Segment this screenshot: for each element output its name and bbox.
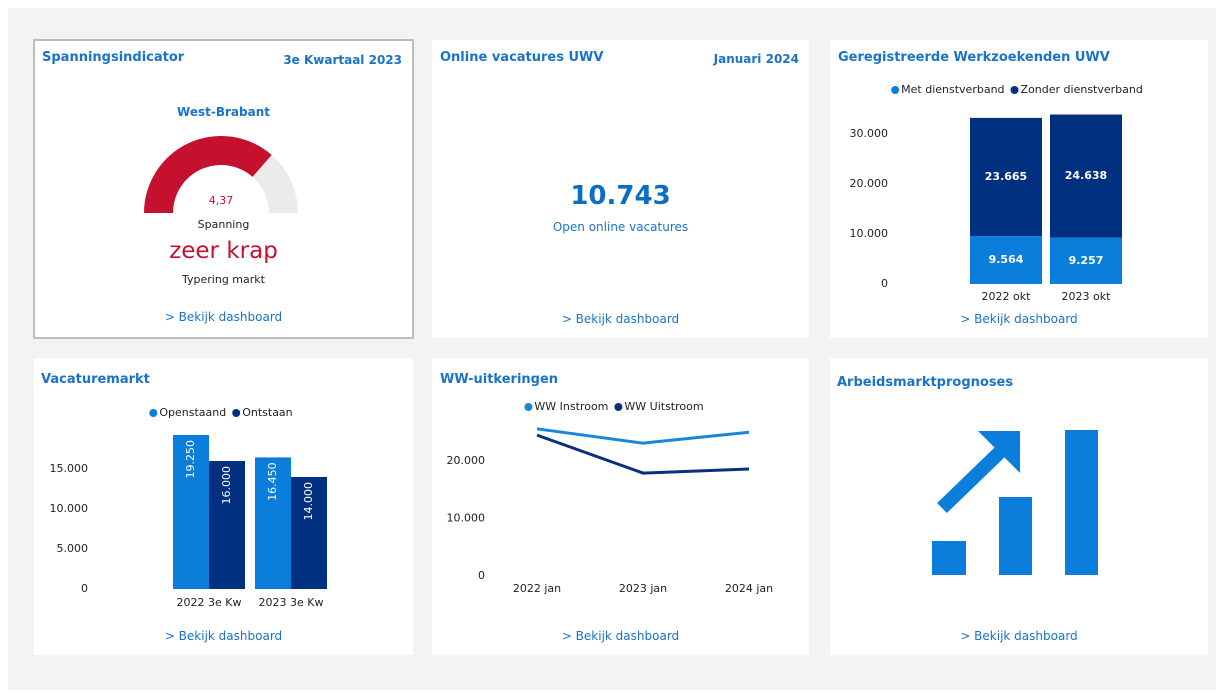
data-label: 16.000 xyxy=(220,466,233,505)
dashboard-link[interactable]: > Bekijk dashboard xyxy=(164,629,283,643)
dashboard-link[interactable]: > Bekijk dashboard xyxy=(960,629,1078,643)
icon-bar xyxy=(999,497,1032,575)
stacked-bar-chart: 0 10.000 20.000 30.000 2022 okt 2023 okt Met d… xyxy=(850,83,1143,303)
data-label: 9.564 xyxy=(989,253,1024,266)
gauge-value-label: 4,37 xyxy=(209,194,234,207)
prognoses-icon xyxy=(932,430,1098,575)
y-tick-label: 15.000 xyxy=(50,462,89,475)
legend-marker xyxy=(232,409,241,417)
bar-segment xyxy=(1050,237,1122,284)
y-tick-label: 10.000 xyxy=(447,512,486,525)
icon-bar xyxy=(1065,430,1098,575)
x-tick-label: 2023 jan xyxy=(619,582,667,595)
line-series xyxy=(536,433,750,475)
panel-title: Spanningsindicator xyxy=(42,50,185,65)
panel-title: WW-uitkeringen xyxy=(440,372,559,387)
y-tick-label: 0 xyxy=(81,582,88,595)
region: West-Brabant xyxy=(177,105,270,119)
bar xyxy=(173,435,209,589)
x-tick-label: 2023 okt xyxy=(1062,290,1112,303)
legend-marker xyxy=(149,409,158,417)
legend-marker xyxy=(1010,86,1019,94)
dashboard-link[interactable]: > Bekijk dashboard xyxy=(960,312,1078,326)
x-tick-label: 2022 okt xyxy=(982,290,1032,303)
data-label: 9.257 xyxy=(1069,254,1104,267)
x-tick-label: 2023 3e Kw xyxy=(259,596,324,609)
icon-arrow-shaft xyxy=(937,444,1007,514)
legend: Met dienstverband Zonder dienstverband xyxy=(891,83,1143,96)
data-label: 23.665 xyxy=(985,170,1027,183)
panel-title: Vacaturemarkt xyxy=(41,372,150,387)
gauge-caption: Spanning xyxy=(197,218,250,231)
legend-label: Zonder dienstverband xyxy=(1021,83,1143,96)
big-figure: 10.743 xyxy=(570,181,671,211)
dashboard-link[interactable]: > Bekijk dashboard xyxy=(561,629,680,643)
legend-label: WW Instroom xyxy=(534,400,608,413)
bar-segment xyxy=(970,117,1042,237)
y-tick-label: 0 xyxy=(881,277,888,290)
figure-caption: Open online vacatures xyxy=(552,220,689,234)
panel-spanning[interactable]: 4,37 Spanningsindicator 3e Kwartaal 2023… xyxy=(33,39,414,339)
legend-label: Openstaand xyxy=(159,406,226,419)
y-tick-label: 10.000 xyxy=(850,227,889,240)
panel-online-vacatures[interactable]: Online vacatures UWV Januari 2024 10.743… xyxy=(432,40,809,338)
panel-title: Online vacatures UWV xyxy=(440,50,604,65)
y-tick-label: 30.000 xyxy=(850,127,889,140)
y-tick-label: 20.000 xyxy=(850,177,889,190)
y-tick-label: 10.000 xyxy=(50,502,89,515)
status: zeer krap xyxy=(169,238,278,264)
legend-label: WW Uitstroom xyxy=(624,400,703,413)
data-label: 19.250 xyxy=(184,440,197,479)
x-tick-label: 2024 jan xyxy=(725,582,773,595)
icon-bar xyxy=(932,541,966,575)
dashboard-link[interactable]: > Bekijk dashboard xyxy=(164,310,283,324)
line-chart: 0 10.000 20.000 2022 jan 2023 jan 2024 jan WW … xyxy=(447,400,774,595)
x-tick-label: 2022 jan xyxy=(513,582,561,595)
panel-period: 3e Kwartaal 2023 xyxy=(283,53,402,67)
dashboard-link[interactable]: > Bekijk dashboard xyxy=(561,312,680,326)
data-label: 24.638 xyxy=(1065,169,1107,182)
panel-ww-uitkeringen[interactable]: 0 10.000 20.000 2022 jan 2023 jan 2024 jan WW … xyxy=(432,358,809,655)
gauge-value xyxy=(144,136,272,213)
legend-marker xyxy=(524,403,533,411)
panel-title: Arbeidsmarktprognoses xyxy=(837,375,1014,390)
y-tick-label: 20.000 xyxy=(447,454,486,467)
legend: WW Instroom WW Uitstroom xyxy=(524,400,704,413)
legend: Openstaand Ontstaan xyxy=(149,406,293,419)
bar xyxy=(291,477,327,589)
y-tick-label: 0 xyxy=(478,569,485,582)
panel-prognoses[interactable]: Arbeidsmarktprognoses > Bekijk dashboard xyxy=(830,358,1208,655)
data-label: 14.000 xyxy=(302,482,315,521)
legend-label: Met dienstverband xyxy=(901,83,1004,96)
bar xyxy=(209,461,245,589)
panel-vacaturemarkt[interactable]: 0 5.000 10.000 15.000 2022 3e Kw 2023 3e Kw Op… xyxy=(34,358,413,655)
data-label: 16.450 xyxy=(266,462,279,501)
status-caption: Typering markt xyxy=(182,273,265,286)
y-tick-label: 5.000 xyxy=(57,542,89,555)
bar-segment xyxy=(1050,114,1122,238)
panel-period: Januari 2024 xyxy=(713,52,799,66)
bar-chart: 0 5.000 10.000 15.000 2022 3e Kw 2023 3e Kw Op… xyxy=(50,406,327,609)
panel-werkzoekenden[interactable]: 0 10.000 20.000 30.000 2022 okt 2023 okt Met d… xyxy=(830,40,1208,338)
gauge-chart: 4,37 xyxy=(144,136,298,213)
icon-arrow-head xyxy=(978,431,1020,473)
legend-label: Ontstaan xyxy=(242,406,292,419)
legend-marker xyxy=(891,86,900,94)
legend-marker xyxy=(614,403,623,411)
bar-segment xyxy=(970,236,1042,284)
bar xyxy=(255,457,291,589)
panel-title: Geregistreerde Werkzoekenden UWV xyxy=(838,50,1110,65)
line-series xyxy=(536,427,750,445)
x-tick-label: 2022 3e Kw xyxy=(177,596,242,609)
